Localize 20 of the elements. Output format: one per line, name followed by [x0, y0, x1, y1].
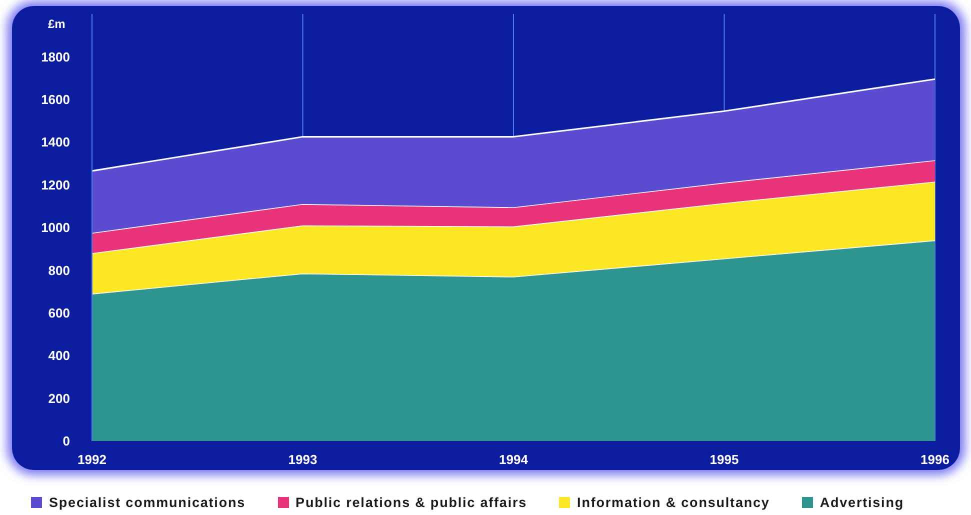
y-tick-label: 1400 [41, 134, 70, 150]
legend-label: Information & consultancy [577, 495, 770, 510]
x-tick-label: 1992 [78, 452, 106, 468]
y-axis-title: £m [48, 17, 66, 31]
y-tick-label: 1000 [41, 220, 70, 236]
x-tick-label: 1995 [710, 452, 739, 468]
x-tick-label: 1993 [288, 452, 318, 468]
legend-label: Advertising [820, 495, 904, 510]
x-tick-label: 1994 [499, 452, 529, 468]
y-tick-label: 1800 [41, 49, 70, 64]
legend-label: Public relations & public affairs [296, 495, 528, 510]
y-tick-label: 0 [62, 434, 70, 449]
y-tick-label: 1600 [41, 92, 70, 108]
y-tick-label: 600 [48, 306, 70, 321]
legend-label: Specialist communications [48, 495, 246, 510]
x-tick-label: 1996 [920, 452, 950, 468]
y-tick-label: 1200 [41, 177, 70, 192]
y-tick-label: 400 [48, 348, 70, 364]
y-tick-label: 200 [48, 390, 70, 406]
y-tick-label: 800 [48, 262, 70, 278]
